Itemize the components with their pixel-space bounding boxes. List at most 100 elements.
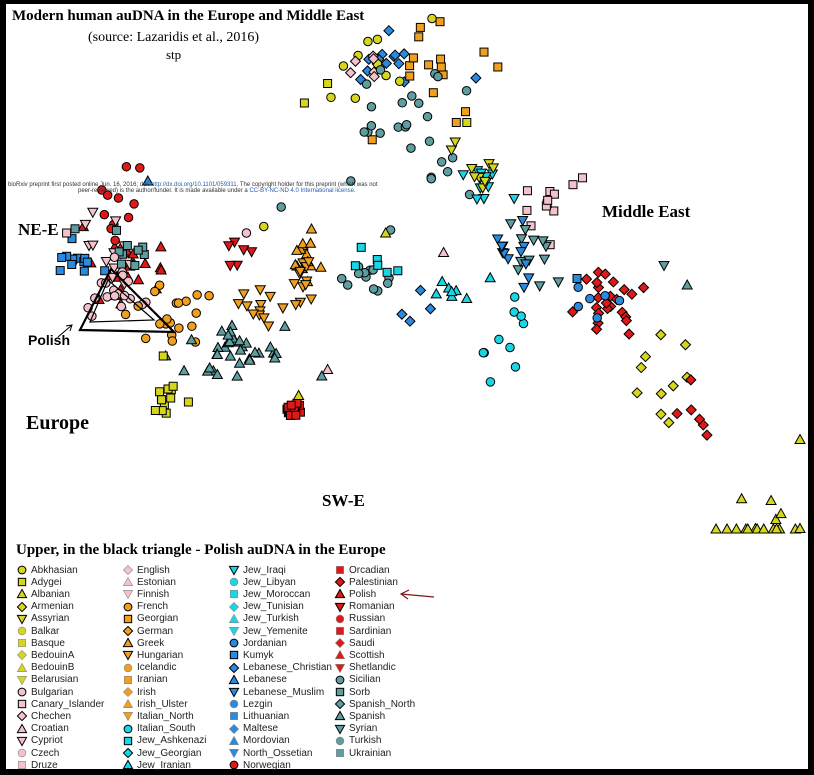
data-point-hungarian [154,280,165,290]
legend-marker-circle-icon [17,748,27,758]
legend-marker-triangle-icon [122,699,134,709]
legend-marker-triangle-icon [334,588,346,599]
data-point-jordanian [585,293,595,304]
legend-item-iranian: Iranian [122,674,168,686]
legend-marker-circle-icon [17,626,27,636]
data-point-iraqi-yellow [445,145,458,157]
data-point-iraqi-yellow [468,172,481,183]
legend-marker [228,687,240,698]
data-point-armenian-teal [538,254,551,266]
data-point-iranian-turkish [375,65,386,75]
legend-marker-diamond-icon [16,711,28,722]
data-point-lebanese [518,282,530,294]
data-point-italian-north [315,261,327,272]
legend-marker-triangle-down-icon [122,651,134,662]
data-point-outlier [315,369,328,381]
legend-marker [16,650,28,661]
legend-marker [334,588,346,599]
legend-marker-triangle-down-icon [228,627,240,637]
legend-label: Spanish_North [349,698,416,710]
data-point-outlier [259,221,269,232]
legend-item-french: French [122,601,168,613]
data-point-hungarian [192,290,202,300]
data-point-spanish [233,334,246,346]
data-point-saudi-yellow [639,350,652,363]
data-point-romanian [231,260,244,272]
data-point-jew-georgian [424,303,437,315]
legend-item-basque: Basque [16,637,65,649]
data-point-polish [155,264,167,275]
data-point-hungarian [140,333,151,344]
legend-item-lebanese: Lebanese [228,674,287,686]
data-point-saudi [685,374,697,386]
data-point-spanish [224,350,237,361]
legend-marker [122,590,134,600]
data-point-caucasus [380,57,393,70]
legend-label: Jew_Turkish [243,613,299,625]
legend-marker [230,712,238,721]
data-point-armenian-teal [527,235,540,247]
legend-label: Basque [31,637,65,649]
legend-item-adygei: Adygei [16,576,62,588]
data-point-ukrainian [130,260,140,270]
data-point-caucasus-yellow [338,61,349,71]
legend-marker [229,578,239,587]
legend-label: Armenian [31,601,74,613]
legend-item-turkish: Turkish [334,735,381,747]
data-point-hungarian [204,290,214,301]
legend-item-jew-yemenite: Jew_Yemenite [228,625,308,637]
data-point-caucasus [393,57,405,70]
legend-item-north-ossetian: North_Ossetian [228,747,312,759]
label-sw-e: SW-E [322,491,365,510]
legend-marker [228,565,240,576]
legend-marker [230,590,238,599]
legend-label: Finnish [137,588,170,600]
legend-label: BedouinB [31,662,75,674]
data-point-spanish [178,364,190,376]
legend-item-maltese: Maltese [228,723,278,735]
legend-item-bedouinb: BedouinB [16,662,74,674]
data-point-palestinian [580,273,593,285]
data-point-hungarian [155,319,165,329]
data-point-italian-south [258,313,270,324]
data-point-saudi-yellow [655,408,667,420]
legend-item-irish: Irish [122,686,156,698]
data-point-czech [109,291,120,301]
legend-marker-circle-icon [335,675,345,685]
legend-arrow [399,589,435,600]
data-point-outlier [462,118,472,127]
legend-marker [228,613,240,623]
data-point-armenian-teal [552,277,565,288]
data-point-caucasus-yellow [326,92,336,103]
legend-label: Iranian [137,674,168,686]
legend-marker-square-icon [18,639,26,648]
data-point-iranian-turkish [397,98,408,108]
legend-marker-square-icon [336,566,344,575]
preprint-note: bioRxiv preprint first posted online Jun… [8,182,378,194]
polish-arrow-shaft [57,324,73,338]
legend-marker-circle-icon [17,687,27,697]
legend-marker-diamond-icon [122,747,134,759]
data-point-iraqi-yellow [479,176,491,188]
data-point-georgian [479,47,489,57]
data-point-outlier [572,274,582,283]
data-point-hungarian [150,286,160,297]
data-point-outlier [141,174,154,186]
legend-item-greek: Greek [122,637,164,649]
legend-label: Scottish [349,649,385,661]
legend-marker [229,651,239,660]
data-point-romanian [222,241,235,252]
data-point-saudi [671,407,683,420]
data-point-georgian [451,117,461,127]
legend-marker-square-icon [336,749,344,758]
data-point-georgian [436,54,446,64]
legend-item-spanish-north: Spanish_North [334,698,415,710]
legend-marker-triangle-down-icon [334,602,346,613]
legend-marker [336,627,344,636]
preprint-doi-link[interactable]: http://dx.doi.org/10.1101/059311 [151,182,237,188]
legend-label: Russian [349,613,386,625]
legend-label: Kumyk [243,649,274,661]
preprint-license-link[interactable]: CC-BY-NC-ND 4.0 International license [249,188,354,194]
legend-marker [18,639,26,648]
data-point-polish [139,257,152,268]
